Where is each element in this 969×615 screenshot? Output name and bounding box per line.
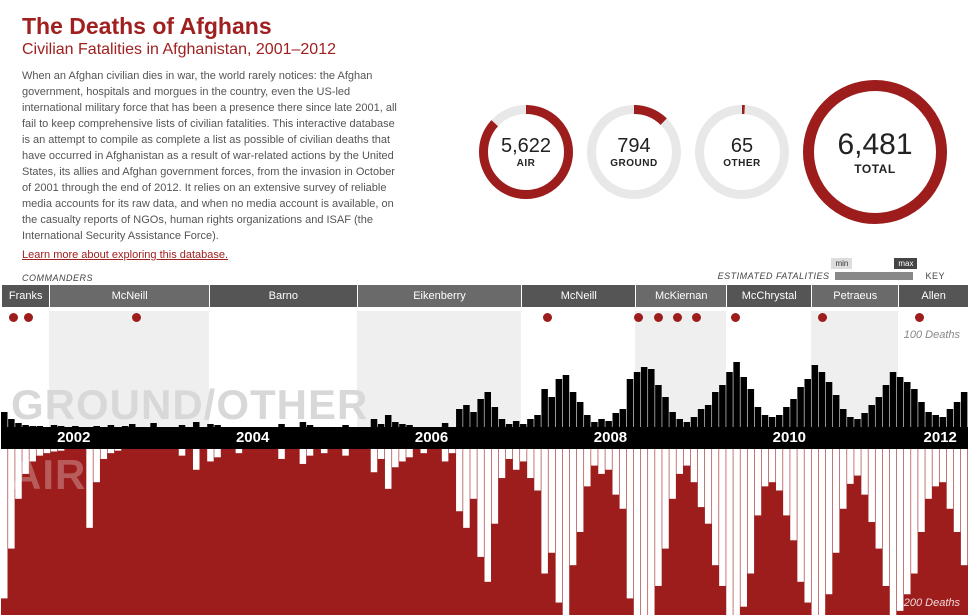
stat-donut-ground: 794GROUND	[587, 105, 681, 199]
stat-label: GROUND	[610, 158, 657, 169]
commander-segment[interactable]: Petraeus	[811, 285, 898, 307]
key-button[interactable]: KEY	[919, 269, 951, 283]
axis-label-top: 100 Deaths	[904, 329, 960, 341]
page-title: The Deaths of Afghans	[22, 14, 402, 39]
commander-segment[interactable]: McChrystal	[726, 285, 811, 307]
stat-value: 5,622	[501, 135, 551, 158]
commander-segment[interactable]: McNeill	[49, 285, 209, 307]
year-label: 2004	[236, 429, 269, 446]
year-label: 2006	[415, 429, 448, 446]
year-label: 2002	[57, 429, 90, 446]
commanders-label: COMMANDERS	[22, 273, 93, 283]
stat-value: 794	[610, 135, 657, 158]
stat-label: TOTAL	[837, 162, 912, 176]
page-subtitle: Civilian Fatalities in Afghanistan, 2001…	[22, 41, 402, 59]
event-dot[interactable]	[9, 313, 18, 322]
event-dot[interactable]	[654, 313, 663, 322]
commander-segment[interactable]: Allen	[898, 285, 968, 307]
stat-label: AIR	[501, 158, 551, 169]
commander-segment[interactable]: Eikenberry	[357, 285, 521, 307]
event-dot[interactable]	[915, 313, 924, 322]
commander-segment[interactable]: McNeill	[521, 285, 635, 307]
event-dot[interactable]	[24, 313, 33, 322]
range-max-handle[interactable]: max	[894, 258, 917, 269]
stat-value: 65	[723, 135, 761, 158]
timeline-chart[interactable]	[1, 327, 968, 615]
event-dot[interactable]	[731, 313, 740, 322]
commander-segment[interactable]: Barno	[209, 285, 357, 307]
event-dot[interactable]	[818, 313, 827, 322]
learn-more-link[interactable]: Learn more about exploring this database…	[22, 249, 228, 261]
stat-donut-air: 5,622AIR	[479, 105, 573, 199]
stat-label: OTHER	[723, 158, 761, 169]
stat-donut-total: 6,481TOTAL	[803, 80, 947, 224]
intro-paragraph: When an Afghan civilian dies in war, the…	[22, 69, 402, 244]
commander-segment[interactable]: McKiernan	[635, 285, 726, 307]
event-dot[interactable]	[634, 313, 643, 322]
event-dot[interactable]	[132, 313, 141, 322]
year-label: 2008	[594, 429, 627, 446]
event-dot[interactable]	[692, 313, 701, 322]
fatalities-label: ESTIMATED FATALITIES	[718, 271, 830, 281]
year-label: 2012	[924, 429, 957, 446]
year-label: 2010	[773, 429, 806, 446]
event-dot[interactable]	[543, 313, 552, 322]
stat-value: 6,481	[837, 128, 912, 162]
event-dot[interactable]	[673, 313, 682, 322]
range-min-handle[interactable]: min	[831, 258, 852, 269]
commander-segment[interactable]: Franks	[1, 285, 49, 307]
fatalities-range-slider[interactable]: min max	[835, 272, 913, 280]
stat-donut-other: 65OTHER	[695, 105, 789, 199]
axis-label-bottom: 200 Deaths	[904, 597, 960, 609]
